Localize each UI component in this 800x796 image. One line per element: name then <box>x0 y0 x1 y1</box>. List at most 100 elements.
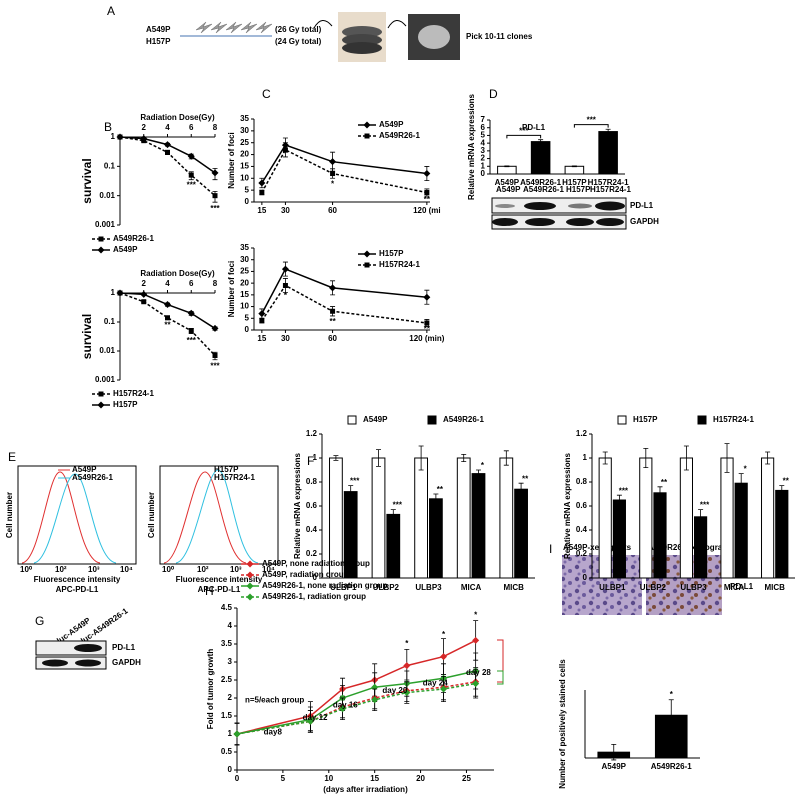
axis-label: Fluorescence intensity <box>176 575 263 584</box>
point <box>330 171 336 177</box>
point <box>282 147 288 153</box>
legend-marker <box>246 560 254 568</box>
band <box>596 218 624 226</box>
bar <box>720 457 734 579</box>
point <box>472 680 480 688</box>
x-axis-label: (days after irradiation) <box>323 785 408 794</box>
y-tick-label: 1 <box>583 453 588 462</box>
significance: ** <box>661 478 668 487</box>
y-tick-label: 20 <box>240 150 249 159</box>
y-tick-label: 15 <box>240 290 249 299</box>
y-tick-label: 0 <box>481 169 486 178</box>
annotation: day 28 <box>466 668 491 677</box>
x-tick-label: 15 <box>257 334 266 343</box>
series-line <box>261 144 427 184</box>
legend-label: A549R26-1, radiation group <box>262 592 366 601</box>
x-tick-label: ULBP3 <box>680 583 707 592</box>
x-tick-label: MICB <box>503 583 524 592</box>
x-tick-label: A549R26-1 <box>520 178 561 187</box>
legend-label: A549R26-1 <box>379 131 420 140</box>
x-tick-label: 6 <box>189 279 194 288</box>
bracket <box>497 670 504 685</box>
y-tick-label: 0.8 <box>576 477 588 486</box>
legend-swatch <box>697 415 707 425</box>
y-tick-label: 0.2 <box>576 549 588 558</box>
x-tick-label: 6 <box>189 123 194 132</box>
annotation: ** <box>164 321 171 330</box>
series-line <box>261 284 427 324</box>
y-tick-label: 30 <box>240 255 249 264</box>
row-label: PD-L1 <box>630 201 654 210</box>
y-tick-label: 2 <box>228 693 233 702</box>
x-tick-label: MICB <box>764 583 785 592</box>
bar <box>471 473 486 579</box>
y-axis-label: Number of positively stained cells <box>558 659 567 789</box>
annotation: day8 <box>264 727 283 736</box>
axis-label: APC-PD-L1 <box>56 585 99 594</box>
annotation: * <box>405 639 409 648</box>
annotation: * <box>474 610 478 619</box>
legend-label: H157P <box>633 415 658 424</box>
x-tick-label: 120 (mi <box>413 206 441 215</box>
point <box>140 135 148 143</box>
legend-label: A549P <box>379 120 404 129</box>
x-tick-label: 0 <box>235 774 240 783</box>
x-tick-label: ULBP1 <box>330 583 357 592</box>
axis-label: APC-PD-L1 <box>198 585 241 594</box>
tick-label: 10⁴ <box>262 565 275 574</box>
x-tick-label: 30 <box>281 334 290 343</box>
legend-label: A549R26-1 <box>443 415 484 424</box>
tick-label: 10² <box>197 565 209 574</box>
legend-swatch <box>427 415 437 425</box>
bar <box>456 457 471 579</box>
annotation: * <box>284 291 288 300</box>
legend-swatch <box>347 415 357 425</box>
y-tick-label: 4 <box>228 621 233 630</box>
panel-label: B <box>104 120 112 134</box>
x-tick-label: 120 (min) <box>409 334 444 343</box>
bar <box>530 141 551 175</box>
point <box>187 309 195 317</box>
legend-marker <box>363 250 371 258</box>
point <box>212 352 218 358</box>
legend-label: A549P, none radiation group <box>262 559 370 568</box>
bar <box>371 457 386 579</box>
flow-frame <box>159 465 279 565</box>
legend-label: H157P <box>379 249 404 258</box>
y-tick-label: 0 <box>245 325 250 334</box>
point <box>258 310 266 318</box>
x-axis-label: Radiation Dose(Gy) <box>140 269 215 278</box>
y-tick-label: 0 <box>245 197 250 206</box>
y-axis-label: Number of foci <box>227 132 236 188</box>
legend-label: A549P <box>72 465 97 474</box>
point <box>141 299 147 305</box>
error-bar <box>738 473 744 494</box>
x-tick-label: 2 <box>142 279 147 288</box>
axis-label: Fluorescence intensity <box>34 575 121 584</box>
y-axis-label: survival <box>80 314 94 359</box>
point <box>339 705 347 713</box>
x-axis-label: Radiation Dose(Gy) <box>140 113 215 122</box>
lane-label: H157P <box>566 185 591 194</box>
y-tick-label: 0.4 <box>306 525 318 534</box>
x-tick-label: 10 <box>324 774 333 783</box>
point <box>329 158 337 166</box>
caption: A549P-xenografts <box>563 543 632 552</box>
x-tick-label: MICA <box>724 583 745 592</box>
y-tick-label: 0.01 <box>99 191 115 200</box>
legend-label: A549P, radiation group <box>262 570 349 579</box>
significance: *** <box>587 116 597 125</box>
significance: ** <box>437 485 444 494</box>
flow-curve <box>175 469 259 564</box>
significance: * <box>481 461 485 470</box>
y-tick-label: 25 <box>240 267 249 276</box>
axis-label: Cell number <box>147 492 156 538</box>
y-tick-label: 3.5 <box>221 639 233 648</box>
annotation: * <box>331 179 335 188</box>
y-tick-label: 1.2 <box>576 429 588 438</box>
dose: (26 Gy total) <box>275 25 322 34</box>
error-bar <box>657 486 663 500</box>
error-bar <box>616 494 622 506</box>
y-tick-label: 0.1 <box>104 317 116 326</box>
